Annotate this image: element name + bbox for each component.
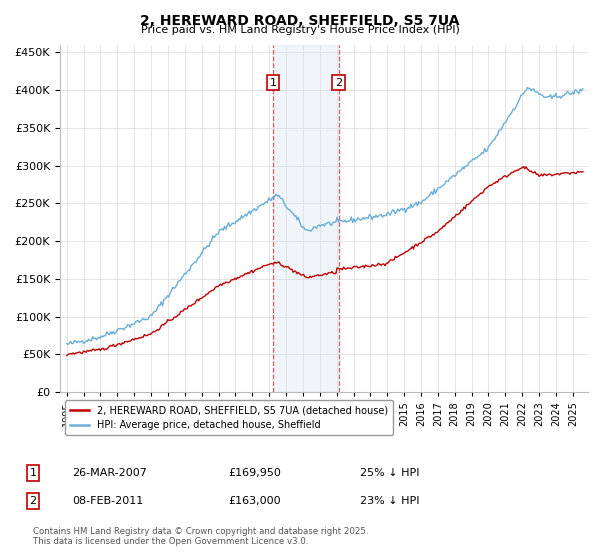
Text: 23% ↓ HPI: 23% ↓ HPI bbox=[360, 496, 419, 506]
Text: £169,950: £169,950 bbox=[228, 468, 281, 478]
Text: 25% ↓ HPI: 25% ↓ HPI bbox=[360, 468, 419, 478]
Text: 1: 1 bbox=[269, 77, 277, 87]
Text: Price paid vs. HM Land Registry's House Price Index (HPI): Price paid vs. HM Land Registry's House … bbox=[140, 25, 460, 35]
Text: 1: 1 bbox=[29, 468, 37, 478]
Text: £163,000: £163,000 bbox=[228, 496, 281, 506]
Text: 08-FEB-2011: 08-FEB-2011 bbox=[72, 496, 143, 506]
Text: 2: 2 bbox=[335, 77, 342, 87]
Text: Contains HM Land Registry data © Crown copyright and database right 2025.
This d: Contains HM Land Registry data © Crown c… bbox=[33, 526, 368, 546]
Text: 26-MAR-2007: 26-MAR-2007 bbox=[72, 468, 147, 478]
Text: 2: 2 bbox=[29, 496, 37, 506]
Legend: 2, HEREWARD ROAD, SHEFFIELD, S5 7UA (detached house), HPI: Average price, detach: 2, HEREWARD ROAD, SHEFFIELD, S5 7UA (det… bbox=[65, 400, 393, 435]
Text: 2, HEREWARD ROAD, SHEFFIELD, S5 7UA: 2, HEREWARD ROAD, SHEFFIELD, S5 7UA bbox=[140, 14, 460, 28]
Bar bbox=[273, 45, 338, 392]
